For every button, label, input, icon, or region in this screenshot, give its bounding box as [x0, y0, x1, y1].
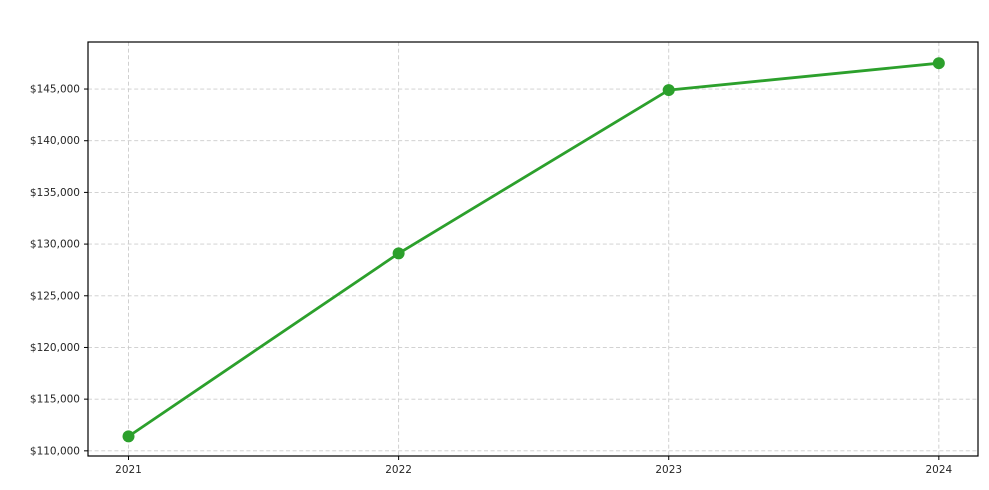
y-tick-label: $120,000 — [30, 342, 80, 354]
x-tick-label: 2024 — [925, 464, 952, 476]
y-tick-label: $115,000 — [30, 394, 80, 406]
data-point-marker — [392, 247, 405, 260]
y-tick-label: $135,000 — [30, 187, 80, 199]
x-tick-label: 2022 — [385, 464, 412, 476]
x-tick-label: 2021 — [115, 464, 142, 476]
y-tick-label: $130,000 — [30, 239, 80, 251]
data-point-marker — [932, 57, 945, 70]
x-tick-label: 2023 — [655, 464, 682, 476]
y-tick-label: $110,000 — [30, 445, 80, 457]
y-tick-label: $125,000 — [30, 290, 80, 302]
data-point-marker — [662, 84, 675, 97]
trend-line — [127, 61, 941, 438]
data-point-marker — [122, 430, 135, 443]
plot-border — [87, 41, 979, 457]
y-tick-label: $145,000 — [30, 84, 80, 96]
y-tick-label: $140,000 — [30, 135, 80, 147]
